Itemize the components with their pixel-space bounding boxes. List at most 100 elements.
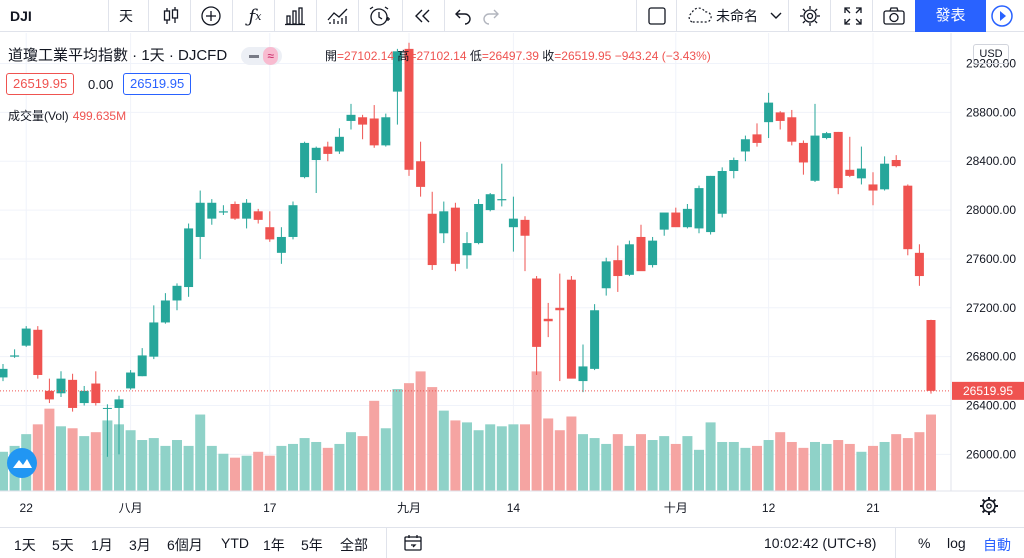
toolbar-divider <box>316 0 317 32</box>
volume-bar <box>752 445 762 491</box>
approx-icon[interactable]: ≈ <box>263 47 278 66</box>
price-tick-label: 26800.00 <box>966 350 1016 364</box>
volume-bar <box>786 441 797 491</box>
currency-button[interactable]: USD <box>973 44 1009 64</box>
publish-button[interactable]: 發表 <box>915 0 986 32</box>
candle-body <box>914 252 924 277</box>
range-1d[interactable]: 1天 <box>14 537 36 553</box>
range-1m[interactable]: 1月 <box>91 537 113 553</box>
axis-settings-gear-icon[interactable] <box>980 497 998 515</box>
clock-timezone[interactable]: 10:02:42 (UTC+8) <box>764 535 877 551</box>
play-icon[interactable] <box>988 3 1016 29</box>
bottom-divider <box>895 528 896 558</box>
candle-body <box>392 51 402 92</box>
close-label: 收 <box>542 49 555 63</box>
auto-scale-toggle[interactable]: 自動 <box>983 537 1011 553</box>
layout-name[interactable]: 未命名 <box>716 8 758 24</box>
candle <box>381 113 391 147</box>
volume-bar <box>520 424 530 491</box>
volume-bar <box>160 445 171 491</box>
candle-body <box>242 202 252 219</box>
price-tick-label: 28400.00 <box>966 154 1016 168</box>
volume-label[interactable]: 成交量(Vol) <box>8 109 69 123</box>
goto-date-icon[interactable] <box>403 533 423 556</box>
spread-value: 0.00 <box>88 77 114 92</box>
candle-body <box>195 202 205 237</box>
percent-toggle[interactable]: % <box>918 535 931 551</box>
volume-bar <box>241 455 252 491</box>
range-6m[interactable]: 6個月 <box>167 537 203 553</box>
range-5d[interactable]: 5天 <box>52 537 74 553</box>
candle <box>21 326 31 347</box>
candle-body <box>764 102 774 123</box>
chevron-down-icon[interactable] <box>767 4 785 28</box>
hide-icon[interactable] <box>249 55 260 59</box>
time-axis[interactable]: 22 八月 17 九月 14 十月 12 21 <box>20 501 880 515</box>
candle-body <box>694 188 704 229</box>
interval-button[interactable]: 天 <box>119 8 133 24</box>
volume-bar <box>438 410 449 491</box>
volume-bar <box>346 432 356 491</box>
range-ytd[interactable]: YTD <box>221 535 249 551</box>
range-1y[interactable]: 1年 <box>263 537 285 553</box>
range-all[interactable]: 全部 <box>340 537 368 553</box>
symbol-search[interactable]: DJI <box>10 8 32 24</box>
volume-bar <box>543 418 554 491</box>
cloud-icon <box>684 4 714 28</box>
candle-body <box>578 366 588 382</box>
candle-body <box>79 390 89 404</box>
volume-legend: 成交量(Vol) 499.635M <box>8 107 126 124</box>
volume-bar <box>473 430 484 491</box>
add-indicator-icon[interactable] <box>198 4 224 28</box>
candle-body <box>775 112 785 121</box>
candle-body <box>0 368 8 378</box>
gear-icon[interactable] <box>797 4 823 28</box>
buy-price-button[interactable]: 26519.95 <box>123 73 192 95</box>
volume-bar <box>206 445 217 491</box>
volume-bar <box>230 457 240 491</box>
undo-icon[interactable] <box>450 4 476 28</box>
alert-icon[interactable] <box>366 4 392 28</box>
log-toggle[interactable]: log <box>947 535 966 551</box>
compare-icon[interactable] <box>325 4 351 28</box>
camera-icon[interactable] <box>881 4 907 28</box>
candle-body <box>752 134 762 143</box>
legend-toggle-buttons[interactable]: ≈ <box>241 47 282 66</box>
candle <box>392 48 402 125</box>
symbol-title[interactable]: 道瓊工業平均指數 · 1天 · DJCFD <box>8 47 228 64</box>
range-3m[interactable]: 3月 <box>129 537 151 553</box>
candle <box>56 371 66 397</box>
candle <box>648 236 658 268</box>
bar-chart-icon[interactable] <box>282 4 308 28</box>
candle <box>706 175 716 235</box>
time-tick-label: 21 <box>866 501 880 515</box>
range-5y[interactable]: 5年 <box>301 537 323 553</box>
low-label: 低 <box>469 49 482 63</box>
last-price-value: 26519.95 <box>963 384 1013 398</box>
candle-body <box>184 228 194 288</box>
replay-icon[interactable] <box>410 4 436 28</box>
candle-body <box>740 139 750 152</box>
candle <box>868 172 878 206</box>
volume-bar <box>740 447 751 491</box>
volume-bar <box>856 451 867 491</box>
candles-icon[interactable] <box>158 4 184 28</box>
candle-body <box>265 227 275 240</box>
volume-bar <box>566 416 577 491</box>
fullscreen-square-icon[interactable] <box>644 4 670 28</box>
volume-bar <box>172 440 182 491</box>
expand-icon[interactable] <box>840 4 866 28</box>
sell-price-button[interactable]: 26519.95 <box>6 73 75 95</box>
candle-body <box>833 131 843 189</box>
volume-bar <box>902 438 913 491</box>
volume-bar <box>694 449 704 491</box>
tradingview-logo[interactable] <box>7 448 37 478</box>
candle-body <box>114 399 124 408</box>
price-axis[interactable]: 29200.0028800.0028400.0028000.0027600.00… <box>966 57 1016 462</box>
candle-body <box>172 285 182 301</box>
volume-bar <box>299 438 310 491</box>
redo-icon[interactable] <box>478 4 504 28</box>
candle <box>218 205 228 215</box>
